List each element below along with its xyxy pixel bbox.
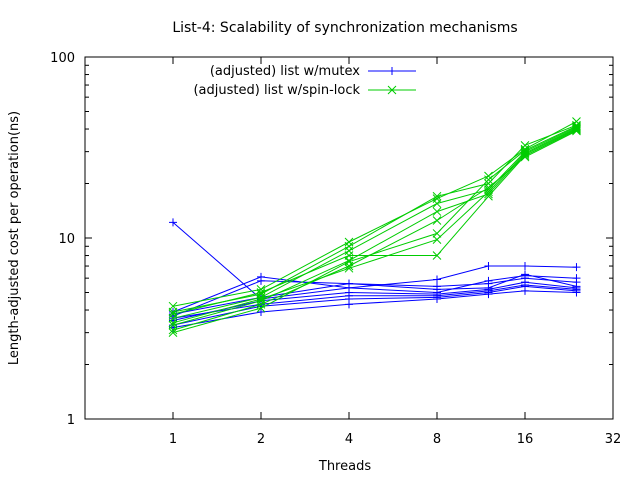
series-0-point: [521, 262, 529, 271]
series-1-point: [168, 318, 178, 328]
legend-label-mutex: (adjusted) list w/mutex: [210, 64, 360, 79]
series-1-point: [432, 235, 442, 244]
y-tick-label-0: 1: [67, 413, 75, 428]
series-1-point: [344, 251, 354, 260]
series-0-point: [521, 270, 529, 279]
series-1-point: [484, 171, 493, 181]
series-0-point: [345, 291, 353, 300]
series-1-point: [572, 125, 581, 135]
x-tick-label-3: 8: [433, 432, 441, 447]
series-0-point: [521, 280, 529, 289]
series-1-point: [432, 191, 442, 201]
series-1-point: [520, 151, 530, 161]
series-1-point: [344, 263, 354, 273]
x-tick-label-1: 2: [257, 432, 265, 447]
series-1-point: [432, 229, 442, 238]
legend: (adjusted) list w/mutex (adjusted) list …: [193, 64, 416, 98]
x-axis-label: Threads: [318, 459, 371, 474]
series-0-point: [257, 276, 265, 285]
series-1-point: [484, 185, 493, 194]
plot-series-layer: [168, 117, 581, 337]
x-tick-label-5: 32: [605, 432, 622, 447]
series-1-point: [484, 183, 493, 192]
y-axis-label: Length-adjusted cost per operation(ns): [7, 111, 22, 365]
series-1-point: [168, 307, 178, 317]
x-tick-label-2: 4: [345, 432, 353, 447]
series-1-point: [256, 288, 266, 297]
series-1-point: [484, 175, 493, 185]
series-1-point: [256, 303, 266, 313]
legend-marker-mutex: [388, 67, 396, 75]
series-1-point: [572, 121, 581, 131]
series-0-point: [572, 285, 581, 294]
series-1-point: [432, 216, 442, 225]
legend-label-spinlock: (adjusted) list w/spin-lock: [193, 83, 360, 98]
series-1-point: [168, 309, 178, 319]
series-1-point: [484, 189, 493, 199]
series-1-point: [520, 148, 530, 158]
series-1-point: [344, 257, 354, 267]
series-1-point: [432, 251, 442, 260]
axis-ticks: 1 2 4 8 16 32 1 10 100: [50, 51, 621, 447]
series-0-point: [572, 263, 581, 272]
series-0-point: [433, 275, 441, 284]
chart-title: List-4: Scalability of synchronization m…: [172, 20, 517, 36]
series-0-point: [484, 286, 493, 295]
series-0-point: [345, 300, 353, 309]
series-1-point: [168, 325, 178, 335]
series-1-point: [484, 187, 493, 197]
series-0-point: [169, 218, 177, 227]
series-1-point: [432, 199, 442, 208]
y-tick-label-2: 100: [50, 51, 75, 66]
x-tick-label-4: 16: [517, 432, 534, 447]
series-1: [168, 117, 581, 337]
series-0-point: [433, 291, 441, 300]
series-0-point: [484, 262, 493, 271]
legend-marker-spinlock: [387, 85, 397, 95]
x-tick-label-0: 1: [169, 432, 177, 447]
y-tick-label-1: 10: [58, 232, 75, 247]
series-1-point: [168, 328, 178, 337]
series-0-point: [257, 308, 265, 317]
series-0-point: [345, 279, 353, 288]
series-1-point: [256, 294, 266, 304]
series-1-point: [484, 191, 493, 201]
series-1-point: [168, 313, 178, 323]
series-1-point: [572, 123, 581, 133]
series-1-point: [432, 207, 442, 216]
